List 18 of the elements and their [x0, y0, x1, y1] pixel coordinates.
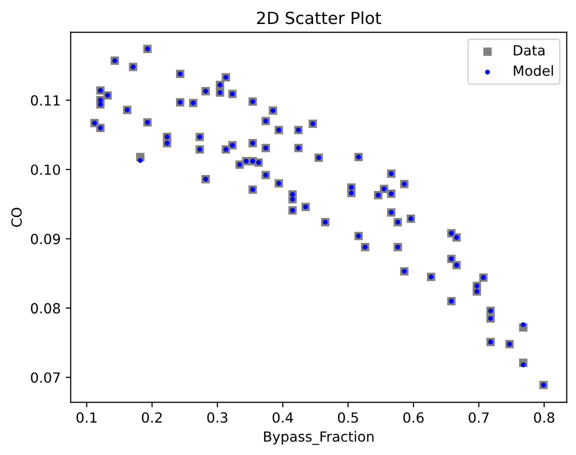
x-tick-label: 0.8	[534, 412, 554, 423]
x-tick-label: 0.1	[76, 412, 96, 423]
chart-title: 2D Scatter Plot	[257, 11, 382, 24]
x-axis-title: Bypass_Fraction	[264, 431, 374, 445]
x-tick-label: 0.5	[338, 412, 358, 423]
x-tick-label: 0.2	[142, 412, 162, 423]
x-tick-label: 0.3	[207, 412, 228, 423]
y-tick-label: 0.08	[30, 303, 60, 314]
legend-label: Model	[514, 65, 553, 76]
y-tick-label: 0.07	[30, 372, 60, 383]
x-tick-label: 0.6	[403, 412, 424, 423]
y-tick-label: 0.11	[30, 95, 60, 106]
x-tick-label: 0.7	[468, 412, 489, 423]
y-tick-label: 0.09	[30, 234, 60, 244]
x-tick-label: 0.4	[272, 412, 294, 423]
legend-label: Data	[514, 45, 544, 56]
y-axis-title: CO	[11, 208, 22, 227]
y-tick-label: 0.10	[30, 164, 60, 175]
